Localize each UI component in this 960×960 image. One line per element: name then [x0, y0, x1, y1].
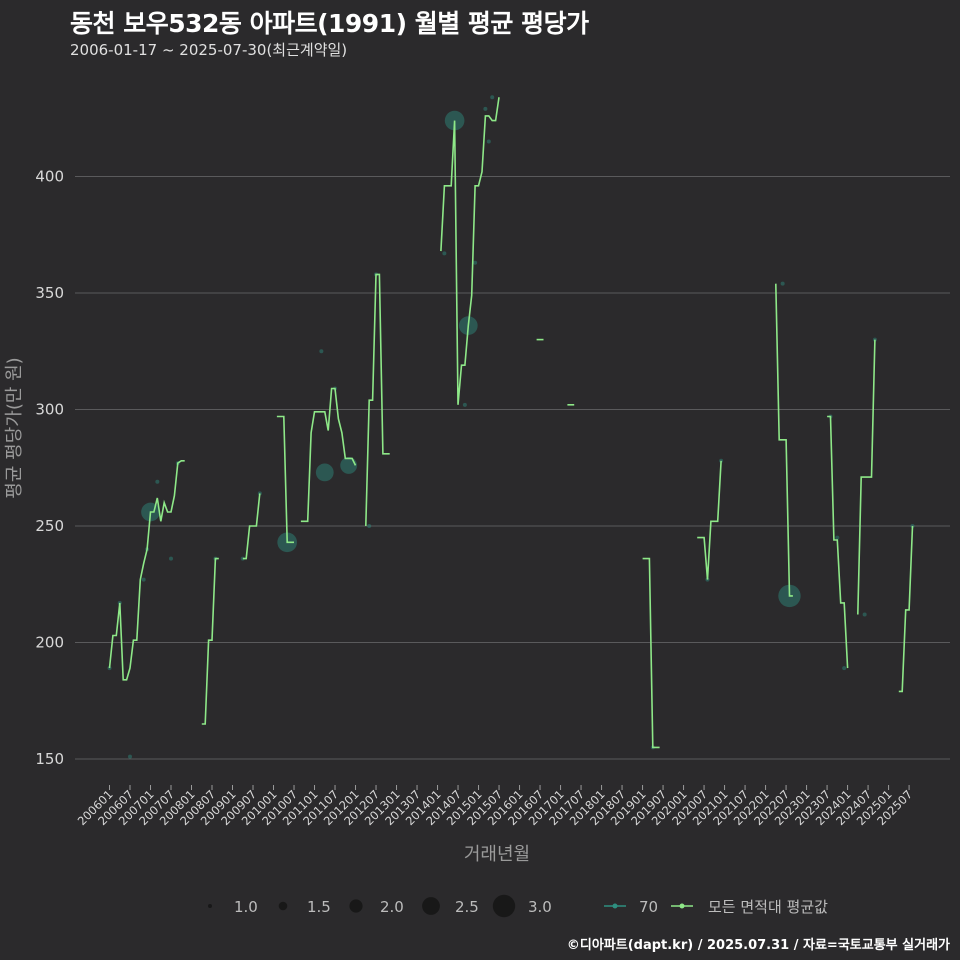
line-segment-7	[440, 97, 500, 405]
y-tick-label-400: 400	[35, 168, 64, 186]
y-tick-label-150: 150	[35, 750, 64, 768]
legend-size-3.0	[492, 894, 516, 918]
point-200601	[107, 666, 112, 671]
chart-subtitle: 2006-01-17 ~ 2025-07-30(최근계약일)	[70, 41, 348, 59]
point-201412	[473, 260, 478, 265]
line-segment-10	[642, 557, 660, 749]
chart-title: 동천 보우532동 아파트(1991) 월별 평균 평당가	[70, 9, 589, 38]
point-201403	[442, 251, 447, 256]
legend-average-dot	[679, 903, 685, 909]
point-202312	[842, 666, 847, 671]
series-70-points	[107, 95, 915, 759]
legend-size-label-3.0: 3.0	[528, 898, 552, 916]
grid-lines	[75, 176, 950, 760]
point-201409	[462, 402, 467, 407]
line-segment-1	[108, 460, 185, 681]
y-axis-ticks: 150 200 250 300 350 400	[35, 168, 64, 769]
point-201505	[490, 95, 495, 100]
point-200904	[240, 556, 245, 561]
x-axis-ticks: 2006012006072007012007072008012008072009…	[75, 785, 915, 828]
point-201103	[319, 349, 324, 354]
point-202406	[862, 612, 867, 617]
source-caption: ©디아파트(dapt.kr) / 2025.07.31 / 자료=국토교통부 실…	[566, 938, 950, 953]
point-202310	[835, 535, 840, 540]
legend-70-dot	[612, 903, 618, 909]
series-average-line	[108, 97, 914, 749]
point-201205	[367, 524, 372, 528]
point-200909	[257, 491, 262, 496]
legend-size-2.0	[349, 899, 363, 913]
point-201111	[340, 456, 358, 474]
point-201104	[315, 463, 334, 482]
point-200703	[155, 479, 160, 484]
y-tick-label-200: 200	[35, 634, 64, 652]
line-segment-14	[857, 339, 876, 615]
y-tick-label-300: 300	[35, 401, 64, 419]
line-segment-3	[242, 493, 261, 560]
legend-size-1.5	[278, 901, 288, 911]
y-tick-label-350: 350	[35, 284, 64, 302]
point-200707	[169, 556, 174, 561]
legend: 1.0 1.5 2.0 2.5 3.0 70 모든 면적대 평균값	[208, 894, 828, 918]
legend-size-label-1.0: 1.0	[234, 898, 258, 916]
line-segment-12	[775, 283, 793, 597]
point-202409	[872, 337, 877, 342]
legend-size-1.0	[208, 904, 212, 908]
legend-70-label: 70	[639, 898, 658, 916]
line-segment-15	[898, 525, 914, 693]
point-202206	[780, 281, 785, 286]
point-200611	[141, 577, 146, 582]
legend-size-label-2.0: 2.0	[380, 898, 404, 916]
legend-size-label-1.5: 1.5	[307, 898, 331, 916]
line-segment-13	[827, 415, 849, 669]
line-segment-6	[365, 273, 390, 527]
legend-size-2.5	[422, 897, 440, 915]
line-segment-4	[276, 415, 294, 544]
legend-average-label: 모든 면적대 평균값	[708, 898, 828, 916]
line-segment-2	[201, 557, 219, 725]
y-tick-label-250: 250	[35, 517, 64, 535]
point-200607	[128, 754, 133, 759]
point-202012	[719, 458, 724, 463]
point-201504	[486, 139, 491, 144]
x-axis-label: 거래년월	[464, 844, 530, 865]
line-segment-5	[300, 387, 357, 523]
legend-size-label-2.5: 2.5	[455, 898, 479, 916]
line-segment-11	[697, 460, 722, 580]
y-axis-label: 평균 평당가(만 원)	[4, 357, 25, 498]
point-201503	[483, 106, 488, 111]
